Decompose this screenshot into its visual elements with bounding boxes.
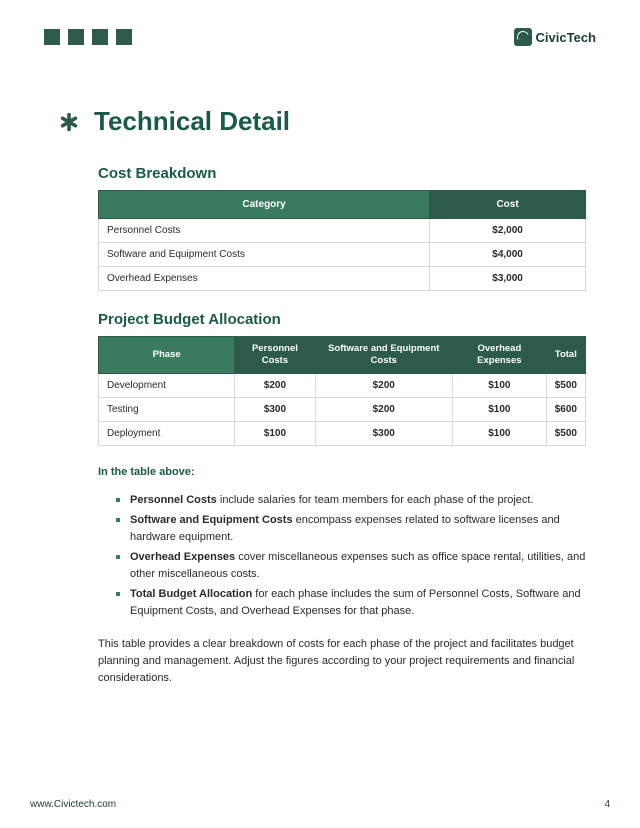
cell-total: $500 bbox=[546, 421, 585, 445]
bullet-term: Overhead Expenses bbox=[130, 551, 235, 563]
page-number: 4 bbox=[604, 799, 610, 810]
note-heading: In the table above: bbox=[98, 466, 586, 478]
cell-cost: $2,000 bbox=[430, 219, 586, 243]
list-item: Software and Equipment Costs encompass e… bbox=[116, 512, 586, 546]
page-title: Technical Detail bbox=[94, 106, 290, 137]
cell-software: $200 bbox=[315, 397, 452, 421]
document-page: CivicTech Technical Detail Cost Breakdow… bbox=[0, 0, 640, 828]
col-overhead: Overhead Expenses bbox=[452, 337, 546, 374]
cell-personnel: $200 bbox=[235, 373, 315, 397]
table-row: Testing$300$200$100$600 bbox=[99, 397, 586, 421]
table-row: Software and Equipment Costs$4,000 bbox=[99, 243, 586, 267]
col-category: Category bbox=[99, 191, 430, 219]
list-item: Overhead Expenses cover miscellaneous ex… bbox=[116, 549, 586, 583]
section2-heading: Project Budget Allocation bbox=[98, 311, 586, 328]
asterisk-icon bbox=[58, 111, 80, 133]
cost-breakdown-table: Category Cost Personnel Costs$2,000Softw… bbox=[98, 190, 586, 291]
title-row: Technical Detail bbox=[58, 106, 596, 137]
cell-category: Personnel Costs bbox=[99, 219, 430, 243]
table-header-row: Category Cost bbox=[99, 191, 586, 219]
section1-heading: Cost Breakdown bbox=[98, 165, 586, 182]
cell-cost: $3,000 bbox=[430, 267, 586, 291]
list-item: Total Budget Allocation for each phase i… bbox=[116, 586, 586, 620]
table-row: Overhead Expenses$3,000 bbox=[99, 267, 586, 291]
list-item: Personnel Costs include salaries for tea… bbox=[116, 492, 586, 509]
bullet-term: Personnel Costs bbox=[130, 494, 217, 506]
col-software: Software and Equipment Costs bbox=[315, 337, 452, 374]
cell-total: $600 bbox=[546, 397, 585, 421]
cell-phase: Testing bbox=[99, 397, 235, 421]
cell-software: $300 bbox=[315, 421, 452, 445]
table-row: Deployment$100$300$100$500 bbox=[99, 421, 586, 445]
budget-allocation-table: Phase Personnel Costs Software and Equip… bbox=[98, 336, 586, 446]
cell-cost: $4,000 bbox=[430, 243, 586, 267]
bullet-term: Software and Equipment Costs bbox=[130, 514, 293, 526]
col-total: Total bbox=[546, 337, 585, 374]
cell-overhead: $100 bbox=[452, 397, 546, 421]
square-icon bbox=[68, 29, 84, 45]
table-row: Personnel Costs$2,000 bbox=[99, 219, 586, 243]
cell-category: Software and Equipment Costs bbox=[99, 243, 430, 267]
square-icon bbox=[116, 29, 132, 45]
bullet-term: Total Budget Allocation bbox=[130, 588, 252, 600]
content-area: Cost Breakdown Category Cost Personnel C… bbox=[98, 165, 586, 687]
table-row: Development$200$200$100$500 bbox=[99, 373, 586, 397]
col-phase: Phase bbox=[99, 337, 235, 374]
cell-overhead: $100 bbox=[452, 373, 546, 397]
cell-personnel: $300 bbox=[235, 397, 315, 421]
cell-phase: Development bbox=[99, 373, 235, 397]
square-icon bbox=[44, 29, 60, 45]
brand-logo: CivicTech bbox=[514, 28, 596, 46]
col-personnel: Personnel Costs bbox=[235, 337, 315, 374]
square-icon bbox=[92, 29, 108, 45]
cell-category: Overhead Expenses bbox=[99, 267, 430, 291]
table-header-row: Phase Personnel Costs Software and Equip… bbox=[99, 337, 586, 374]
cell-total: $500 bbox=[546, 373, 585, 397]
closing-paragraph: This table provides a clear breakdown of… bbox=[98, 636, 586, 687]
brand-logo-icon bbox=[514, 28, 532, 46]
bullet-rest: include salaries for team members for ea… bbox=[217, 494, 534, 506]
cell-personnel: $100 bbox=[235, 421, 315, 445]
page-header: CivicTech bbox=[44, 28, 596, 46]
bullet-list: Personnel Costs include salaries for tea… bbox=[98, 492, 586, 620]
cell-phase: Deployment bbox=[99, 421, 235, 445]
cell-software: $200 bbox=[315, 373, 452, 397]
decorative-squares bbox=[44, 29, 132, 45]
footer-url: www.Civictech.com bbox=[30, 799, 116, 810]
col-cost: Cost bbox=[430, 191, 586, 219]
cell-overhead: $100 bbox=[452, 421, 546, 445]
brand-name: CivicTech bbox=[536, 30, 596, 45]
page-footer: www.Civictech.com 4 bbox=[30, 799, 610, 810]
